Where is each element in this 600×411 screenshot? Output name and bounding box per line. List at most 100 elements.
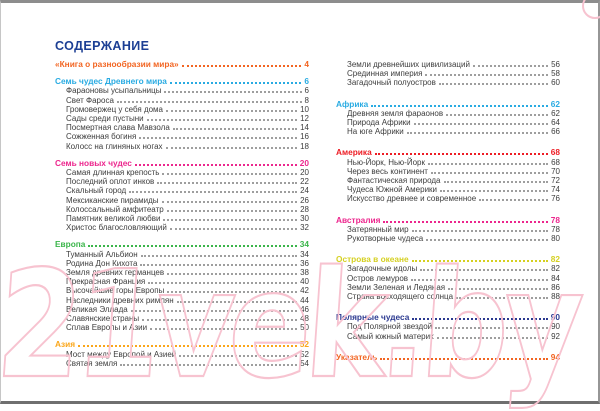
entry-label: Америка [336,147,372,158]
entry-label: Колосс на глиняных ногах [66,141,163,151]
toc-entry-row: Земля древних германцев 38 [55,268,309,277]
dot-leader [438,83,549,86]
toc-entry-row: Земли древнейших цивилизаций 56 [336,60,560,69]
entry-label: Древняя земля фараонов [347,108,444,118]
toc-entry-row: Загадочные идолы 82 [336,264,560,273]
page-title: СОДЕРЖАНИЕ [55,39,150,53]
dot-leader [426,239,549,242]
dot-leader [150,328,298,331]
toc-entry-row: Святая земля 54 [55,359,309,368]
toc-entry-row: Высочайшие горы Европы 42 [55,286,309,295]
entry-label: Прекрасная Франция [66,277,146,287]
entry-page: 44 [300,295,309,305]
dot-leader [436,336,549,339]
toc-column-right: Земли древнейших цивилизаций 56 Срединная … [336,60,560,362]
entry-label: Острова в океане [336,254,409,265]
entry-label: Азия [55,339,76,350]
toc-entry-row: Чудеса Южной Америки 74 [336,185,560,194]
entry-page: 58 [551,69,560,79]
toc-entry-row: Нью-Йорк, Нью-Йорк 68 [336,158,560,167]
entry-page: 4 [304,59,309,69]
dot-leader [166,209,298,212]
entry-page: 36 [300,258,309,268]
entry-page: 68 [551,157,560,167]
toc-entry-row: Сплав Европы и Азии 50 [55,323,309,332]
entry-label: Страна восходящего солнца [347,292,454,302]
toc-entry-row: Колосс на глиняных ногах 18 [55,142,309,151]
dot-leader [142,319,298,322]
toc-entry-row: Самая длинная крепость 20 [55,168,309,177]
entry-page: 60 [551,78,560,88]
dot-leader [129,191,298,194]
toc-entry-row: Последний оплот инков 22 [55,177,309,186]
entry-page: 54 [300,358,309,368]
toc-entry-row: Земли Зеленая и Ледяная 86 [336,283,560,292]
entry-page: 30 [300,214,309,224]
toc-entry-row: Под Полярной звездой 90 [336,322,560,331]
toc-section-row: Указатель 94 [336,351,560,362]
entry-label: Святая земля [66,358,118,368]
dot-leader [443,181,549,184]
dot-leader [148,282,298,285]
entry-page: 76 [551,194,560,204]
entry-page: 20 [299,157,309,168]
entry-page: 86 [551,282,560,292]
entry-label: Посмертная слава Мавзола [66,123,170,133]
toc-entry-row: Колоссальный амфитеатр 28 [55,205,309,214]
dot-leader [116,100,302,103]
toc-entry-row: Страна восходящего солнца 88 [336,292,560,301]
entry-page: 92 [551,331,560,341]
dot-leader [411,229,549,232]
dot-leader [371,104,548,107]
toc-section-row: Азия 52 [55,340,309,349]
entry-page: 74 [551,185,560,195]
dot-leader [167,273,298,276]
entry-page: 34 [299,239,309,250]
entry-page: 70 [551,166,560,176]
entry-page: 46 [300,304,309,314]
toc-entry-row: Мост между Европой и Азией 52 [55,350,309,359]
dot-leader [446,113,549,116]
entry-page: 78 [550,214,560,225]
entry-label: Под Полярной звездой [347,322,433,332]
dot-leader [134,163,297,166]
entry-page: 84 [551,273,560,283]
toc-entry-row: Искусство древнее и современное 76 [336,194,560,203]
entry-label: Родина Дон Кихота [66,258,138,268]
entry-page: 78 [551,224,560,234]
toc-section-row: Америка 68 [336,148,560,157]
entry-label: Великая Эллада [66,304,128,314]
toc-entry-row: Остров лемуров 84 [336,274,560,283]
dot-leader [448,287,549,290]
toc-entry-row: Природа Африки 64 [336,118,560,127]
toc-entry-row: Самый южный материк 92 [336,332,560,341]
entry-page: 32 [300,223,309,233]
entry-label: Христос благословляющий [66,223,167,233]
entry-page: 48 [300,314,309,324]
entry-label: Скальный город [66,186,127,196]
toc-section-row: Европа 34 [55,240,309,249]
toc-entry-row: Наследники древних римлян 44 [55,296,309,305]
entry-label: Земля древних германцев [66,268,165,278]
entry-label: Земли Зеленая и Ледяная [347,282,446,292]
entry-page: 20 [300,168,309,178]
entry-label: Колоссальный амфитеатр [66,204,164,214]
entry-page: 28 [300,204,309,214]
entry-page: 42 [300,286,309,296]
entry-page: 8 [304,95,309,105]
dot-leader [412,318,548,321]
dot-leader [169,82,302,85]
entry-label: Указатель [336,351,378,362]
dot-leader [163,219,298,222]
toc-entry-row: Срединная империя 58 [336,69,560,78]
entry-page: 26 [300,195,309,205]
entry-label: Семь чудес Древнего мира [55,76,167,87]
entry-page: 80 [551,234,560,244]
entry-label: Самый южный материк [347,331,434,341]
entry-label: Сады среди пустыни [66,114,144,124]
dot-leader [140,263,298,266]
entry-page: 82 [550,254,560,265]
entry-label: Загадочный полуостров [347,78,436,88]
entry-label: «Книга о разнообразии мира» [55,59,179,69]
